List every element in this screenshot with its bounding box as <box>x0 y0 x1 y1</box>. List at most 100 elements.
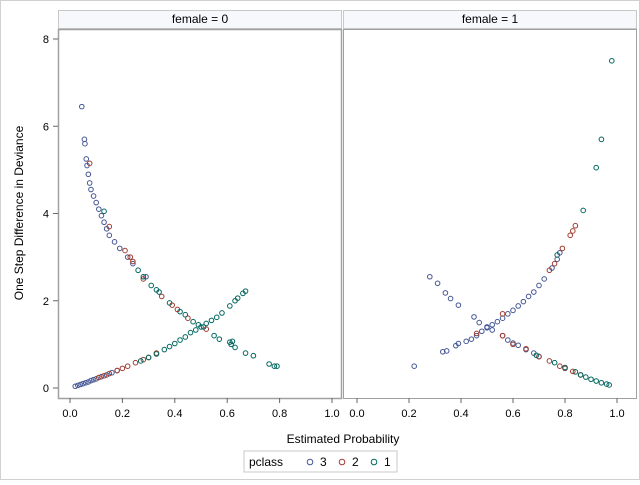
data-point <box>562 364 568 371</box>
data-point <box>598 136 605 143</box>
data-point <box>525 293 532 300</box>
data-point <box>570 228 576 234</box>
x-tick-label: 0.6 <box>505 408 520 420</box>
data-point <box>577 372 584 378</box>
data-point <box>227 303 233 309</box>
data-point <box>88 186 94 193</box>
data-point <box>489 321 496 328</box>
legend-marker-1 <box>370 458 378 466</box>
x-tick-label: 0.8 <box>557 408 572 420</box>
panel-header-label: female = 0 <box>172 12 229 26</box>
data-point <box>533 352 540 359</box>
data-point <box>515 303 522 309</box>
data-point <box>546 267 553 274</box>
data-point <box>98 373 105 380</box>
data-point <box>505 311 511 317</box>
plot-area <box>57 28 343 400</box>
data-point <box>536 282 542 289</box>
data-point <box>266 361 272 367</box>
data-point <box>135 267 141 274</box>
series-pclass-1 <box>101 208 280 369</box>
panel-0: female = 0 0.0 0.2 0.4 0.6 0.8 1.0 0 2 4 6 8 <box>43 10 343 420</box>
data-point <box>463 338 470 345</box>
data-point <box>479 328 485 335</box>
data-point <box>551 260 558 267</box>
data-point <box>476 319 483 326</box>
data-point <box>93 199 99 206</box>
legend-title: pclass <box>249 455 283 469</box>
data-point <box>166 343 173 350</box>
panel-header <box>58 10 342 29</box>
x-tick-label: 0.8 <box>272 408 287 420</box>
data-point <box>98 212 105 219</box>
data-point <box>447 295 454 302</box>
data-point <box>523 345 529 352</box>
data-point <box>172 340 178 347</box>
data-point <box>471 314 477 320</box>
x-tick-label: 0.0 <box>349 408 364 420</box>
data-point <box>90 376 97 383</box>
data-point <box>137 358 144 364</box>
data-point <box>211 332 217 339</box>
data-point <box>82 140 88 147</box>
data-point <box>203 320 210 327</box>
x-tick-label: 0.4 <box>167 408 182 420</box>
data-point <box>101 372 107 379</box>
data-point <box>411 363 418 369</box>
data-point <box>593 164 600 171</box>
data-point <box>494 318 501 325</box>
y-tick-label: 8 <box>43 34 49 46</box>
data-point <box>559 245 566 252</box>
data-point <box>106 370 113 377</box>
data-point <box>583 374 589 380</box>
y-tick-label: 4 <box>43 209 49 221</box>
data-point <box>187 329 194 336</box>
data-point <box>274 363 280 369</box>
data-point <box>489 327 496 333</box>
data-point <box>85 171 92 178</box>
data-point <box>83 156 90 162</box>
data-point <box>572 369 579 375</box>
x-axis-label: Estimated Probability <box>287 432 400 446</box>
data-point <box>101 219 107 226</box>
data-point <box>114 367 120 374</box>
data-point <box>234 295 241 301</box>
data-point <box>88 377 94 384</box>
x-tick-label: 0.0 <box>62 408 77 420</box>
data-point <box>85 379 92 385</box>
data-point <box>140 273 147 280</box>
data-point <box>182 311 189 318</box>
data-point <box>603 381 610 387</box>
data-point <box>442 290 449 296</box>
y-tick-label: 0 <box>43 383 49 395</box>
data-point <box>554 252 561 258</box>
panel-header <box>343 10 637 29</box>
x-tick-label: 0.4 <box>453 408 468 420</box>
data-point <box>606 382 613 388</box>
data-point <box>520 298 527 305</box>
data-point <box>127 254 134 260</box>
data-point <box>182 334 189 340</box>
x-tick-label: 0.2 <box>115 408 130 420</box>
data-point <box>250 352 257 359</box>
legend-marker-2 <box>338 458 346 466</box>
data-point <box>124 363 131 369</box>
data-point <box>499 332 506 339</box>
data-point <box>156 289 162 295</box>
data-point <box>541 276 548 282</box>
data-point <box>140 356 147 363</box>
panel-1: female = 1 0.0 0.2 0.4 0.6 0.8 1.0 <box>343 10 637 420</box>
data-point <box>96 206 102 212</box>
data-point <box>103 372 110 378</box>
legend: pclass 3 2 1 <box>243 450 398 473</box>
data-point <box>106 223 113 230</box>
data-point <box>140 276 147 282</box>
data-point <box>455 340 462 347</box>
data-point <box>510 307 516 314</box>
data-point <box>132 359 139 366</box>
data-point <box>228 341 234 348</box>
panel-header-label: female = 1 <box>462 12 519 26</box>
data-point <box>122 247 128 254</box>
data-point <box>75 382 81 389</box>
